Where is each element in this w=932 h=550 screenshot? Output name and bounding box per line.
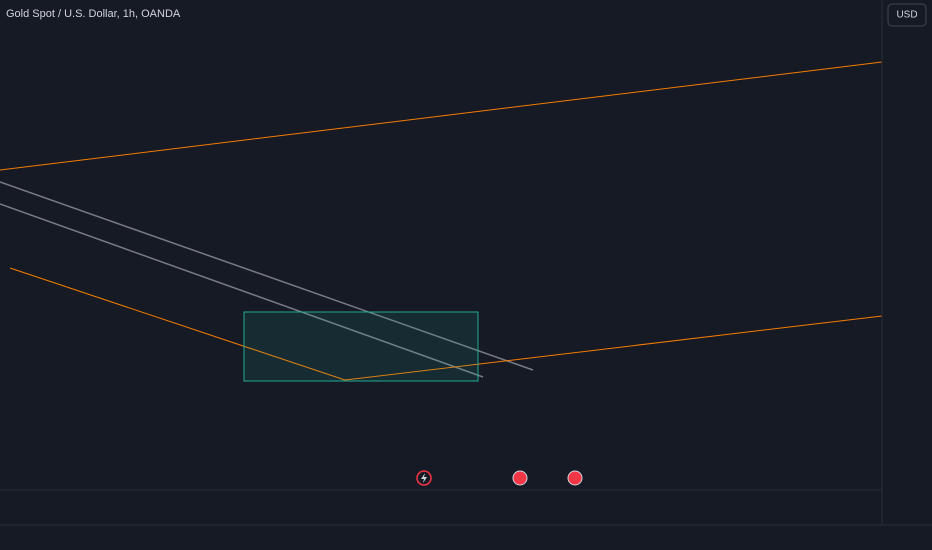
trend-line (0, 61, 883, 171)
trend-line (0, 181, 534, 371)
drawings (0, 61, 883, 382)
events (416, 470, 583, 486)
event-icon[interactable] (512, 470, 528, 486)
event-icon[interactable] (567, 470, 583, 486)
currency-button[interactable] (887, 3, 927, 27)
currency-label: USD (896, 10, 917, 21)
trend-line (9, 267, 346, 381)
range-box (243, 311, 479, 382)
price-axis (882, 0, 932, 550)
lightning (421, 473, 427, 483)
trend-line (344, 315, 883, 381)
symbol-title: Gold Spot / U.S. Dollar, 1h, OANDA (6, 8, 181, 20)
trend-line (0, 203, 484, 378)
